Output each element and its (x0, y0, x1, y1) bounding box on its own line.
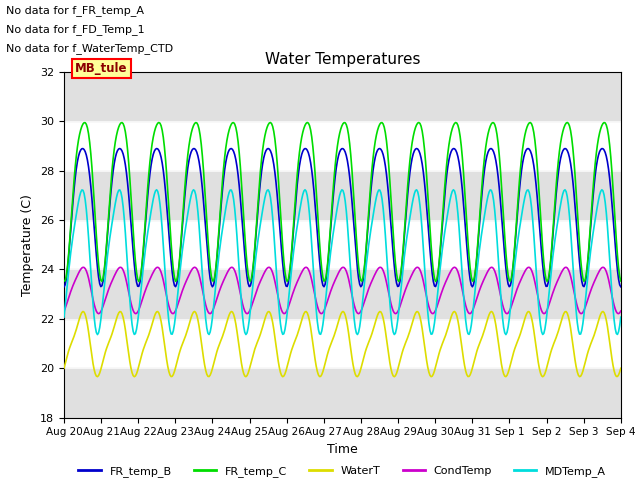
Text: No data for f_FD_Temp_1: No data for f_FD_Temp_1 (6, 24, 145, 35)
Bar (64, 368, 621, 418)
Title: Water Temperatures: Water Temperatures (265, 52, 420, 67)
Text: No data for f_WaterTemp_CTD: No data for f_WaterTemp_CTD (6, 43, 173, 54)
Text: MB_tule: MB_tule (75, 62, 127, 75)
X-axis label: Time: Time (327, 443, 358, 456)
Bar (64, 72, 621, 121)
Y-axis label: Temperature (C): Temperature (C) (22, 194, 35, 296)
Legend: FR_temp_B, FR_temp_C, WaterT, CondTemp, MDTemp_A: FR_temp_B, FR_temp_C, WaterT, CondTemp, … (74, 461, 611, 480)
Bar (64, 171, 621, 220)
Bar (64, 269, 621, 319)
Text: No data for f_FR_temp_A: No data for f_FR_temp_A (6, 5, 145, 16)
